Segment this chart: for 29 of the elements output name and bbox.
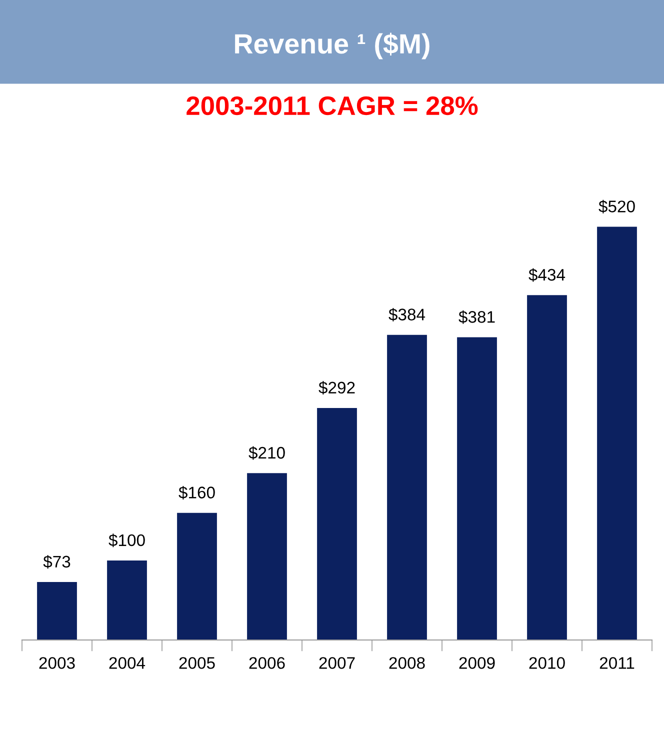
data-label: $384 — [388, 308, 426, 322]
x-tick-label: 2005 — [179, 657, 215, 669]
bar — [177, 512, 217, 640]
bar — [107, 560, 147, 640]
x-tick-label: 2003 — [39, 657, 75, 669]
x-tick-label: 2011 — [600, 657, 634, 669]
bar — [37, 582, 77, 640]
data-label: $434 — [528, 268, 566, 282]
chart-title: Revenue ¹ ($M) — [235, 32, 430, 60]
data-label: $100 — [108, 534, 145, 548]
bar — [527, 295, 567, 640]
x-tick-label: 2006 — [249, 657, 285, 669]
data-label: $520 — [598, 200, 635, 214]
x-tick-label: 2004 — [109, 657, 146, 669]
bar — [247, 473, 287, 640]
data-label: $210 — [248, 446, 285, 460]
data-label: $73 — [43, 555, 70, 569]
chart-subtitle: 2003-2011 CAGR = 28% — [186, 96, 478, 116]
data-label: $292 — [318, 381, 355, 395]
x-tick-label: 2007 — [319, 657, 355, 669]
bar — [387, 334, 427, 640]
data-label: $381 — [458, 310, 495, 324]
bar — [317, 408, 357, 640]
x-tick-label: 2010 — [529, 657, 565, 669]
bar — [457, 337, 497, 640]
x-tick-label: 2008 — [389, 657, 425, 669]
data-label: $160 — [178, 486, 215, 500]
x-tick-label: 2009 — [459, 657, 495, 669]
bar — [597, 226, 637, 640]
